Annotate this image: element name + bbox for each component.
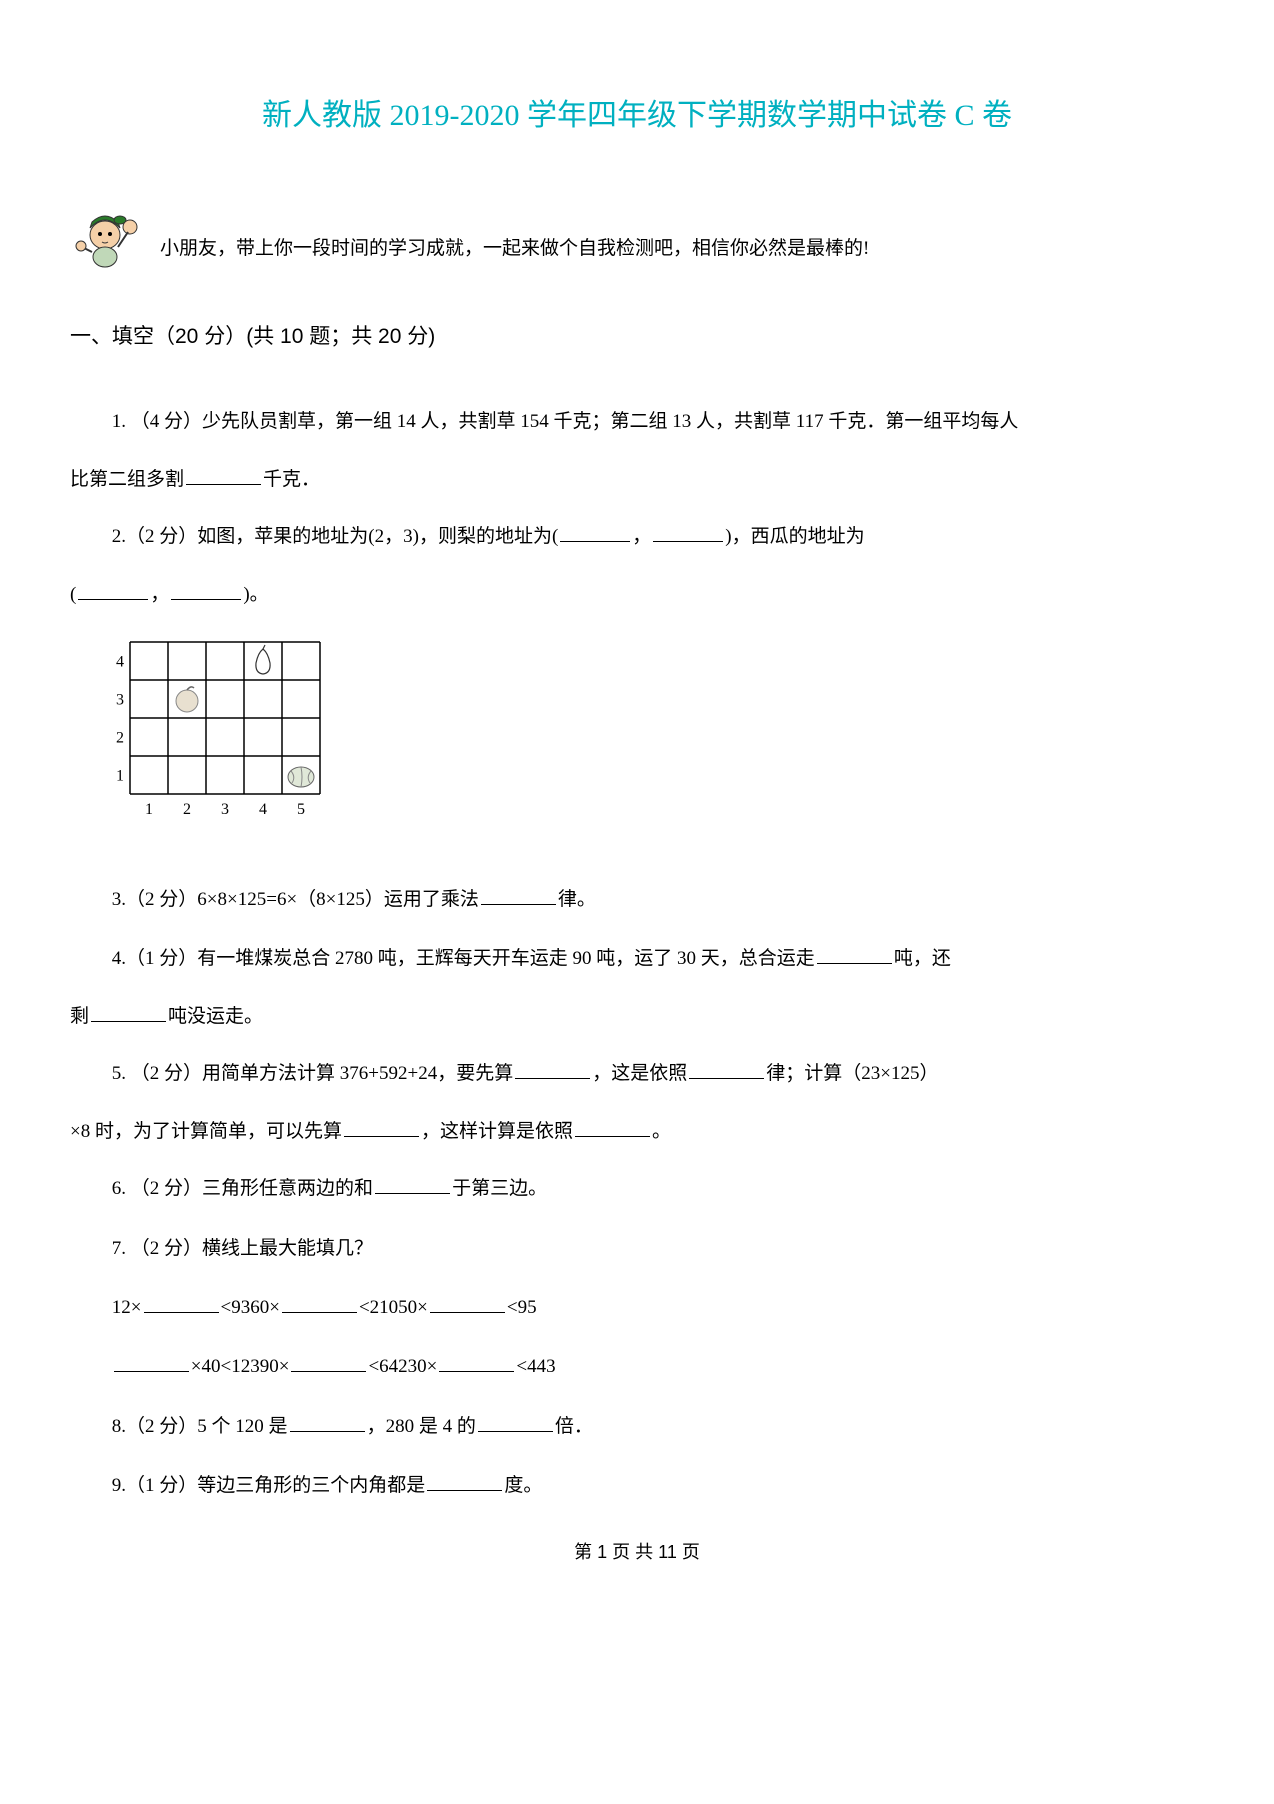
q6-text-a: 6. （2 分）三角形任意两边的和: [112, 1178, 373, 1199]
blank: [430, 1294, 505, 1313]
question-2-cont: ( ， )。: [70, 572, 1204, 618]
q5-text-d: ×8 时，为了计算简单，可以先算: [70, 1121, 342, 1142]
q1-text-a: 1. （4 分）少先队员割草，第一组 14 人，共割草 154 千克；第二组 1…: [112, 411, 1019, 432]
q1-text-b: 比第二组多割: [70, 469, 184, 490]
question-4: 4.（1 分）有一堆煤炭总合 2780 吨，王辉每天开车运走 90 吨，运了 3…: [70, 934, 1204, 983]
q4-text-a: 4.（1 分）有一堆煤炭总合 2780 吨，王辉每天开车运走 90 吨，运了 3…: [112, 948, 815, 969]
q1-text-c: 千克．: [263, 469, 320, 490]
q4-text-d: 吨没运走。: [168, 1006, 263, 1027]
blank: [575, 1118, 650, 1137]
q7l1-c: <21050×: [359, 1297, 428, 1318]
svg-text:2: 2: [116, 730, 124, 747]
q5-text-e: ，这样计算是依照: [421, 1121, 573, 1142]
blank: [114, 1353, 189, 1372]
blank: [144, 1294, 219, 1313]
blank: [291, 1353, 366, 1372]
blank: [689, 1060, 764, 1079]
q7l1-b: <9360×: [221, 1297, 280, 1318]
blank: [91, 1003, 166, 1022]
q8-text-a: 8.（2 分）5 个 120 是: [112, 1416, 288, 1437]
blank: [78, 581, 148, 600]
intro-row: 小朋友，带上你一段时间的学习成就，一起来做个自我检测吧，相信你必然是最棒的!: [70, 202, 1204, 272]
page-title: 新人教版 2019-2020 学年四年级下学期数学期中试卷 C 卷: [70, 80, 1204, 152]
q8-text-b: ，280 是 4 的: [367, 1416, 476, 1437]
question-5-cont: ×8 时，为了计算简单，可以先算 ，这样计算是依照 。: [70, 1109, 1204, 1155]
blank: [439, 1353, 514, 1372]
q7l2-a: ×40<12390×: [191, 1356, 290, 1377]
q7l2-c: <443: [516, 1356, 555, 1377]
q5-text-b: ，这是依照: [592, 1063, 687, 1084]
question-7-line1: 12× <9360× <21050× <95: [70, 1283, 1204, 1332]
blank: [344, 1118, 419, 1137]
q9-text-b: 度。: [504, 1475, 542, 1496]
q5-text-f: 。: [652, 1121, 671, 1142]
question-2: 2.（2 分）如图，苹果的地址为(2，3)，则梨的地址为( ， )，西瓜的地址为: [70, 512, 1204, 561]
q5-text-a: 5. （2 分）用简单方法计算 376+592+24，要先算: [112, 1063, 513, 1084]
q7l2-b: <64230×: [368, 1356, 437, 1377]
svg-text:5: 5: [297, 801, 305, 818]
question-9: 9.（1 分）等边三角形的三个内角都是 度。: [70, 1461, 1204, 1510]
svg-text:2: 2: [183, 801, 191, 818]
svg-text:1: 1: [116, 768, 124, 785]
q4-text-c: 剩: [70, 1006, 89, 1027]
blank: [375, 1175, 450, 1194]
svg-text:1: 1: [145, 801, 153, 818]
q5-text-c: 律；计算（23×125）: [766, 1063, 938, 1084]
q6-text-b: 于第三边。: [452, 1178, 547, 1199]
question-6: 6. （2 分）三角形任意两边的和 于第三边。: [70, 1164, 1204, 1213]
question-1-cont: 比第二组多割 千克．: [70, 457, 1204, 503]
q8-text-c: 倍．: [555, 1416, 593, 1437]
section-header: 一、填空（20 分）(共 10 题；共 20 分): [70, 312, 1204, 362]
blank: [817, 945, 892, 964]
question-8: 8.（2 分）5 个 120 是 ，280 是 4 的 倍．: [70, 1402, 1204, 1451]
page-footer: 第 1 页 共 11 页: [70, 1531, 1204, 1574]
q4-text-b: 吨，还: [894, 948, 951, 969]
blank: [481, 886, 556, 905]
blank: [171, 581, 241, 600]
q7l1-a: 12×: [112, 1297, 142, 1318]
q2-text-d: (: [70, 584, 76, 605]
blank: [653, 523, 723, 542]
svg-text:4: 4: [259, 801, 267, 818]
question-7: 7. （2 分）横线上最大能填几？: [70, 1224, 1204, 1273]
blank: [290, 1413, 365, 1432]
q3-text-a: 3.（2 分）6×8×125=6×（8×125）运用了乘法: [112, 889, 479, 910]
intro-text: 小朋友，带上你一段时间的学习成就，一起来做个自我检测吧，相信你必然是最棒的!: [160, 226, 869, 272]
q3-text-b: 律。: [558, 889, 596, 910]
q7-text: 7. （2 分）横线上最大能填几？: [112, 1238, 373, 1259]
blank: [560, 523, 630, 542]
q2-text-b: ，: [632, 526, 651, 547]
blank: [478, 1413, 553, 1432]
q2-text-e: ，: [150, 584, 169, 605]
question-3: 3.（2 分）6×8×125=6×（8×125）运用了乘法 律。: [70, 875, 1204, 924]
blank: [515, 1060, 590, 1079]
blank: [282, 1294, 357, 1313]
q9-text-a: 9.（1 分）等边三角形的三个内角都是: [112, 1475, 426, 1496]
question-1: 1. （4 分）少先队员割草，第一组 14 人，共割草 154 千克；第二组 1…: [70, 397, 1204, 446]
blank: [427, 1472, 502, 1491]
q2-text-f: )。: [243, 584, 268, 605]
svg-text:4: 4: [116, 654, 124, 671]
grid-diagram: 4 3 2 1 1 2 3 4 5: [110, 637, 1204, 845]
svg-text:3: 3: [116, 692, 124, 709]
question-5: 5. （2 分）用简单方法计算 376+592+24，要先算 ，这是依照 律；计算（…: [70, 1049, 1204, 1098]
question-4-cont: 剩 吨没运走。: [70, 994, 1204, 1040]
svg-text:3: 3: [221, 801, 229, 818]
q7l1-d: <95: [507, 1297, 537, 1318]
cartoon-icon: [70, 202, 150, 272]
blank: [186, 466, 261, 485]
q2-text-c: )，西瓜的地址为: [725, 526, 864, 547]
question-7-line2: ×40<12390× <64230× <443: [70, 1342, 1204, 1391]
q2-text-a: 2.（2 分）如图，苹果的地址为(2，3)，则梨的地址为(: [112, 526, 558, 547]
